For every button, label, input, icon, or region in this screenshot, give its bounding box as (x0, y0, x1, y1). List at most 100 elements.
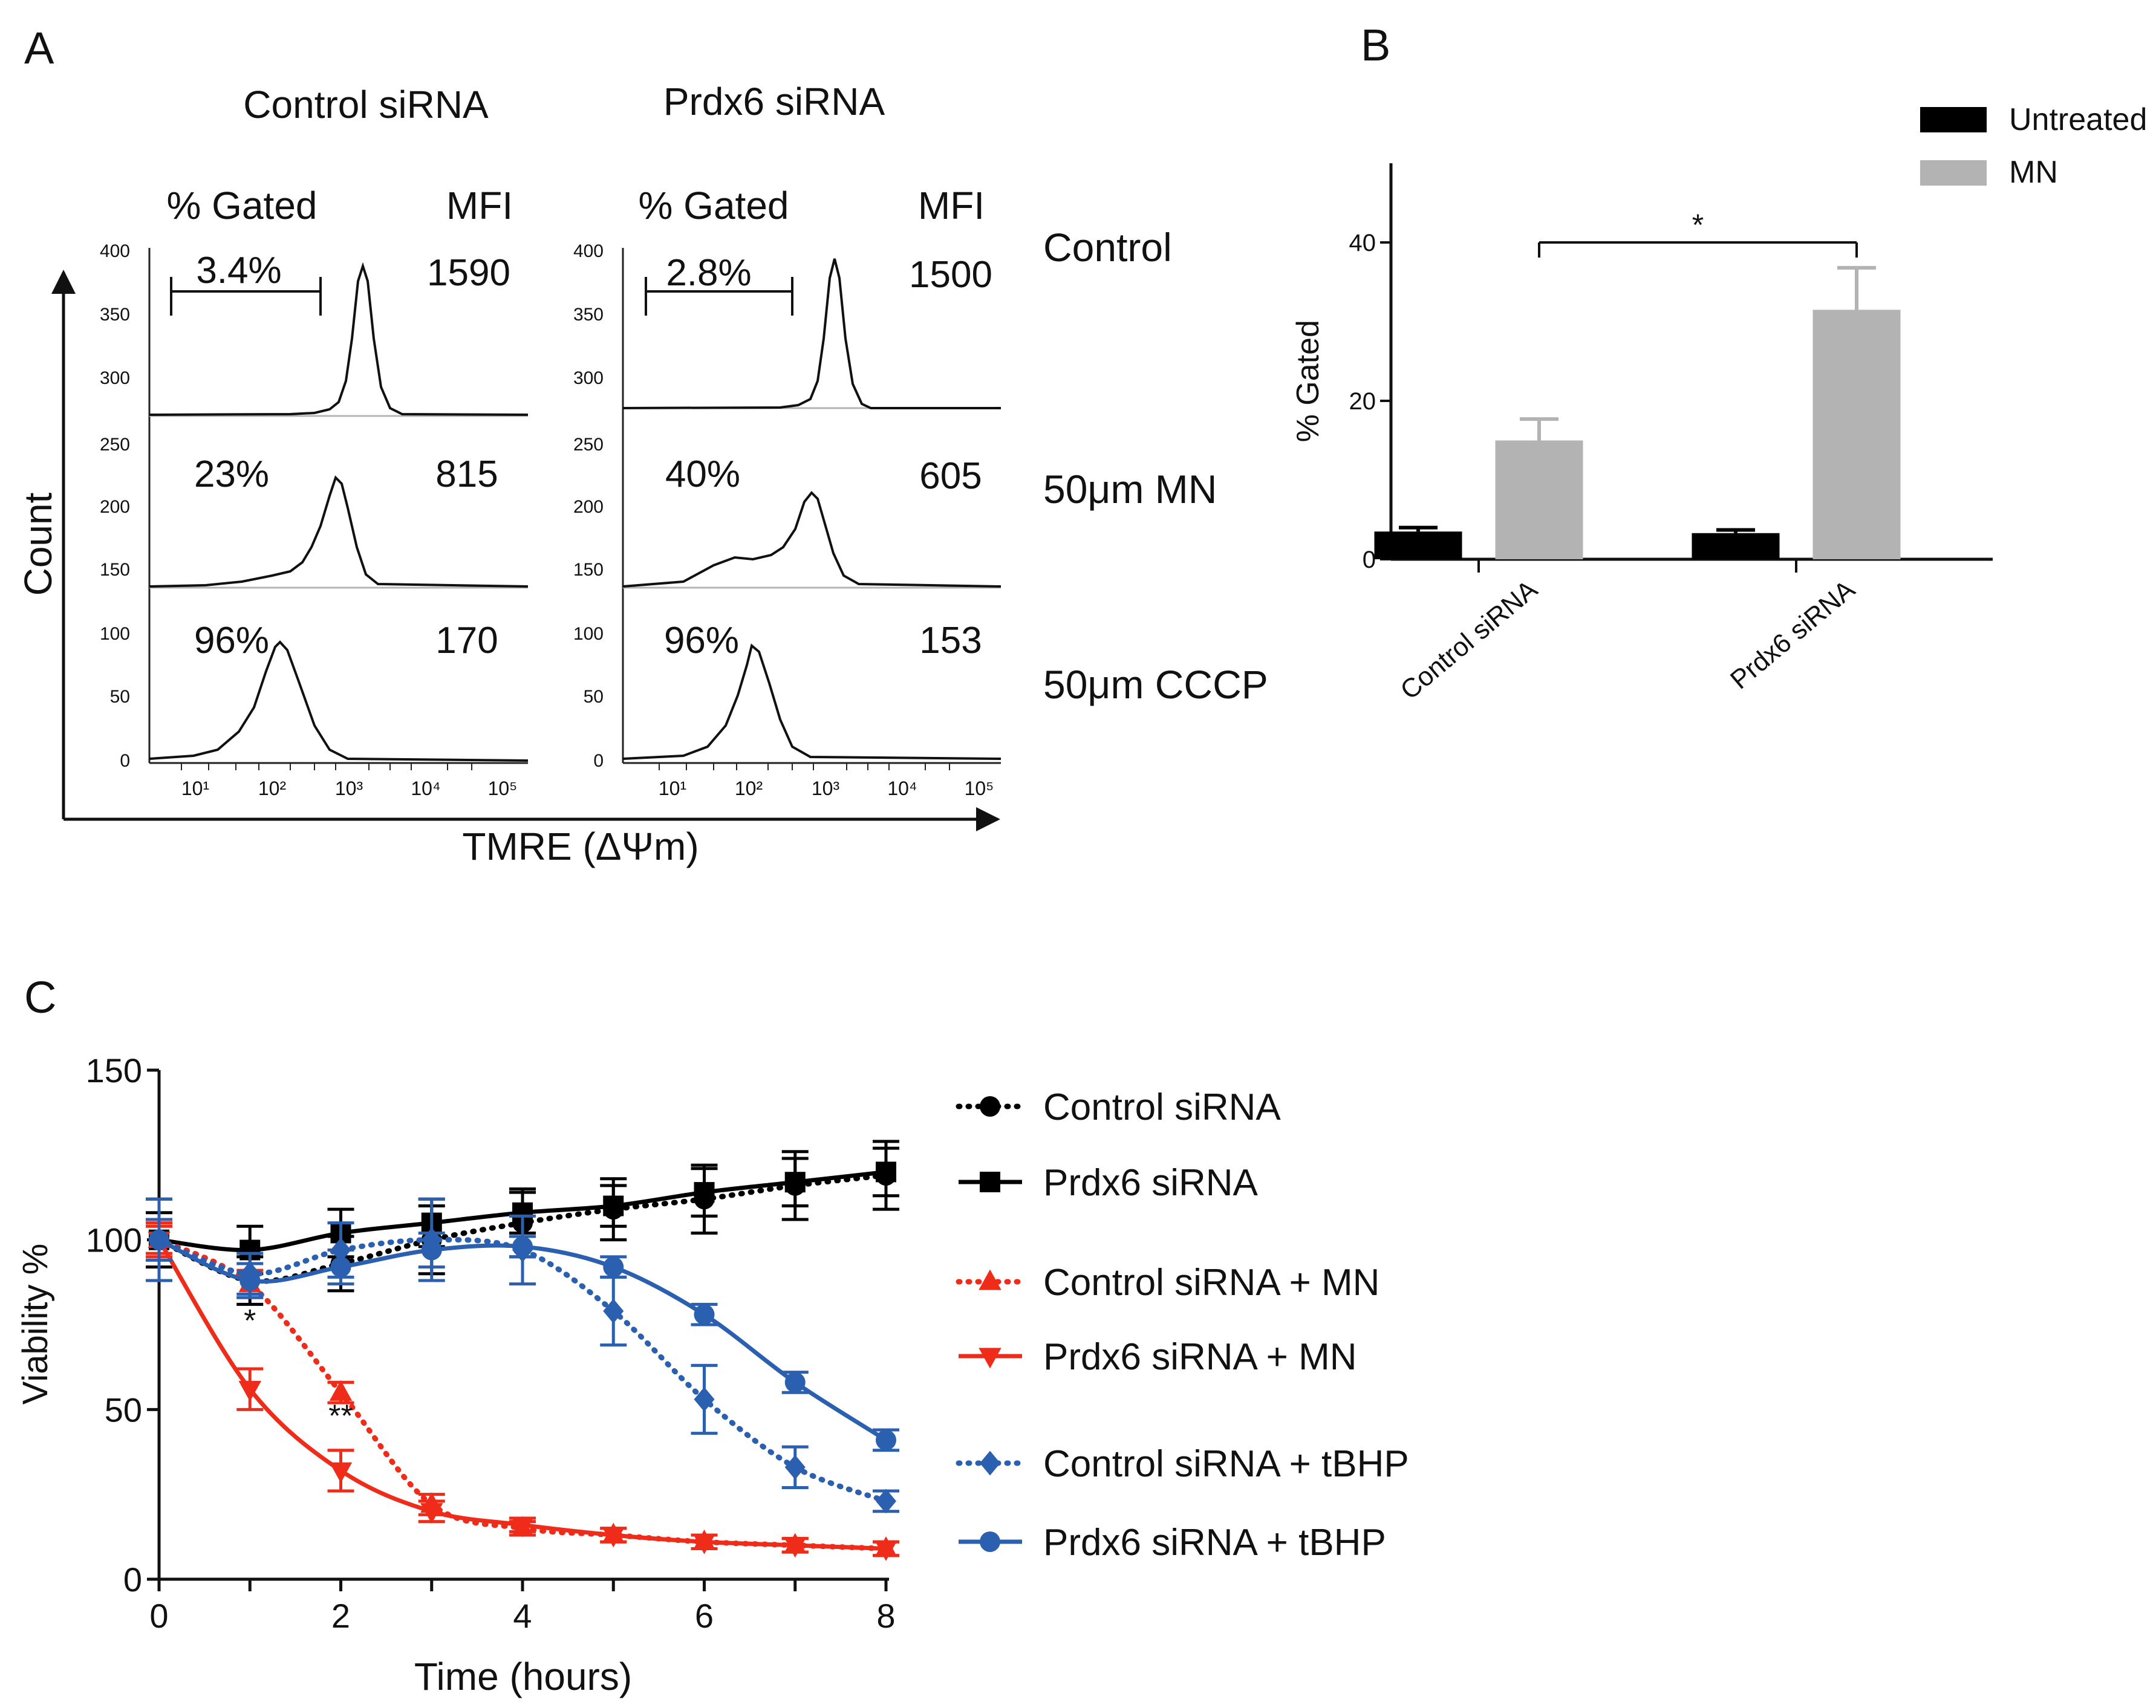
histogram-control-sirna-mn (149, 475, 529, 588)
xtick-label: 10¹ (181, 778, 209, 799)
ytick-label: 100 (100, 624, 130, 644)
data-point (421, 1239, 442, 1261)
legend-label-prdx6-sirna-mn: Prdx6 siRNA + MN (1043, 1336, 1357, 1378)
hist-left-yticks: 400 350 300 250 200 150 100 50 0 (100, 241, 130, 771)
data-point (603, 1299, 624, 1323)
b-ytick-label: 20 (1349, 388, 1376, 415)
xtick-label: 10⁵ (965, 778, 994, 799)
data-point (876, 1489, 896, 1514)
ytick-label: 0 (593, 751, 604, 771)
data-point (602, 1527, 625, 1548)
xtick-label: 10⁵ (488, 778, 518, 799)
data-point (874, 1540, 897, 1561)
c-xtick-label: 0 (149, 1597, 168, 1635)
data-point (330, 1256, 351, 1278)
mfi-value: 815 (435, 453, 498, 495)
c-annotations: *** (244, 1304, 353, 1434)
c-xtick-label: 6 (695, 1597, 714, 1635)
panel-a: A Control siRNA Prdx6 siRNA % Gated MFI … (16, 23, 1268, 868)
ytick-label: 0 (120, 751, 130, 771)
gate-left (170, 277, 322, 316)
legend-label-untreated: Untreated (2009, 102, 2147, 137)
hist-right-xticks: 10¹ 10² 10³ 10⁴ 10⁵ (659, 778, 994, 799)
gate-right (645, 277, 793, 316)
ytick-label: 250 (100, 435, 130, 455)
column-title-control-sirna: Control siRNA (243, 83, 489, 126)
significance-label: ** (328, 1398, 353, 1434)
mfi-value: 1500 (909, 254, 992, 296)
c-xtick-label: 2 (331, 1597, 350, 1635)
count-axis-label: Count (16, 492, 60, 596)
data-point (329, 1380, 353, 1401)
hist-right-yticks: 400 350 300 250 200 150 100 50 0 (573, 241, 604, 771)
legend-marker-prdx6-sirna-tbhp (980, 1531, 1000, 1552)
mfi-header-right: MFI (918, 184, 985, 227)
data-point (512, 1236, 533, 1257)
series-line (157, 1238, 887, 1551)
ytick-label: 100 (573, 624, 604, 644)
data-point (784, 1537, 807, 1558)
ytick-label: 50 (110, 687, 130, 707)
histogram-prdx6-sirna-control (622, 258, 1001, 409)
legend-marker-control-sirna-tbhp (980, 1450, 1000, 1476)
b-xticks: Control siRNA Prdx6 siRNA (1395, 559, 1861, 706)
mfi-value: 170 (435, 620, 498, 661)
b-significance: * (1538, 208, 1858, 258)
gated-header-right: % Gated (638, 184, 789, 227)
mfi-header-left: MFI (446, 184, 513, 227)
tmre-axis-label: TMRE (ΔΨm) (462, 825, 699, 868)
ytick-label: 150 (100, 560, 130, 580)
data-point (692, 1533, 716, 1554)
data-point (239, 1270, 261, 1291)
series-line (156, 1237, 889, 1551)
legend-swatch-untreated (1920, 107, 1987, 132)
row-label-mn: 50μm MN (1043, 467, 1217, 511)
c-ytick-label: 100 (86, 1221, 142, 1259)
ytick-label: 350 (573, 305, 604, 325)
xtick-label: 10⁴ (887, 778, 917, 799)
gated-value: 96% (194, 620, 269, 661)
panel-b-letter: B (1361, 20, 1390, 70)
significance-label: * (244, 1304, 256, 1339)
legend-label-control-sirna-mn: Control siRNA + MN (1043, 1262, 1379, 1304)
b-xtick-label: Prdx6 siRNA (1725, 574, 1861, 695)
ytick-label: 350 (100, 305, 130, 325)
mfi-value: 1590 (427, 252, 510, 294)
series-line (156, 1237, 889, 1504)
bar-control-sirna-mn (1495, 440, 1583, 559)
c-x-axis-label: Time (hours) (414, 1655, 632, 1698)
legend-marker-control-sirna-mn (979, 1269, 1001, 1290)
ytick-label: 400 (573, 241, 604, 261)
gated-value: 23% (194, 453, 269, 495)
ytick-label: 200 (100, 497, 130, 517)
data-point (876, 1429, 896, 1450)
ytick-label: 250 (573, 435, 604, 455)
ytick-label: 50 (584, 687, 604, 707)
data-point (603, 1256, 624, 1278)
data-point (238, 1381, 261, 1402)
bar-prdx6-sirna-mn (1812, 310, 1901, 559)
mfi-value: 153 (919, 620, 982, 661)
c-xtick-label: 8 (876, 1597, 895, 1635)
legend-label-control-sirna: Control siRNA (1043, 1086, 1281, 1128)
b-yticks: 0 20 40 (1349, 230, 1391, 573)
ytick-label: 200 (573, 497, 604, 517)
histogram-prdx6-sirna-cccp (622, 643, 1001, 760)
xtick-label: 10⁴ (411, 778, 440, 799)
c-yticks: 0 50 100 150 (86, 1051, 159, 1599)
legend-marker-control-sirna (980, 1096, 1000, 1117)
gated-header-left: % Gated (166, 184, 317, 227)
bar-prdx6-sirna-untreated (1692, 533, 1780, 559)
data-point (329, 1462, 353, 1483)
panel-c-letter: C (24, 972, 56, 1022)
gated-value: 2.8% (666, 252, 751, 294)
data-point (784, 1172, 806, 1193)
data-point (149, 1229, 169, 1250)
b-ytick-label: 0 (1363, 547, 1376, 573)
panel-c: C 0 50 100 150 0 2 4 6 8 Viability % Time (hour… (16, 972, 1409, 1698)
data-point (784, 1372, 806, 1393)
histogram-prdx6-sirna-mn (622, 491, 1001, 588)
mfi-value: 605 (919, 455, 982, 497)
legend-label-mn: MN (2009, 155, 2058, 190)
